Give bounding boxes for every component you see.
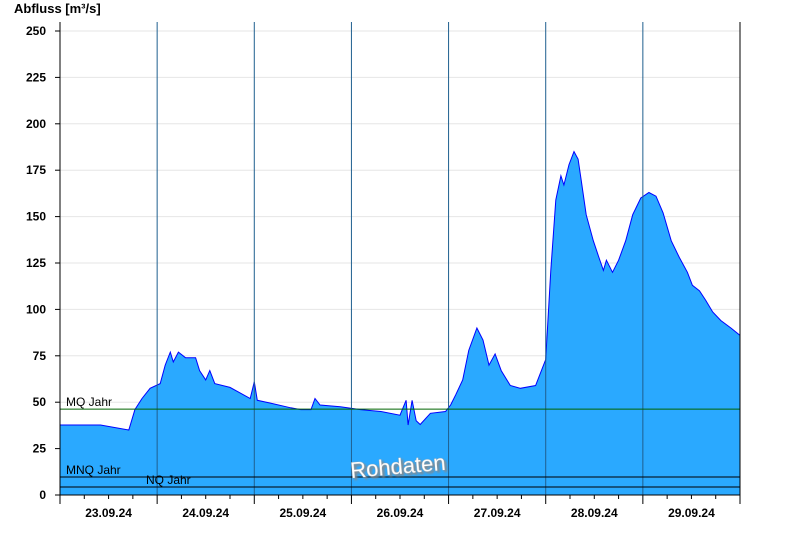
reference-line-label: MQ Jahr: [66, 395, 112, 409]
x-tick-label: 24.09.24: [182, 506, 229, 520]
reference-line-label: MNQ Jahr: [66, 463, 121, 477]
reference-line-label: NQ Jahr: [146, 473, 191, 487]
x-tick-label: 23.09.24: [85, 506, 132, 520]
x-tick-label: 26.09.24: [377, 506, 424, 520]
y-tick-label: 75: [33, 349, 47, 363]
day-separators: [156, 22, 644, 495]
y-tick-label: 0: [39, 488, 46, 502]
discharge-area: [59, 150, 741, 496]
x-tick-label: 25.09.24: [279, 506, 326, 520]
y-tick-label: 100: [26, 302, 46, 316]
y-tick-label: 25: [33, 442, 47, 456]
x-tick-label: 28.09.24: [571, 506, 618, 520]
y-tick-label: 50: [33, 395, 47, 409]
x-tick-label: 29.09.24: [668, 506, 715, 520]
y-tick-label: 200: [26, 117, 46, 131]
reference-lines: MQ Jahr MNQ Jahr NQ Jahr: [60, 395, 740, 488]
y-tick-label: 175: [26, 163, 46, 177]
y-tick-label: 125: [26, 256, 46, 270]
x-tick-label: 27.09.24: [474, 506, 521, 520]
y-tick-label: 250: [26, 24, 46, 38]
axes: 0 25 50 75 100 125 150 175 200 225 250 23.09.24 24.0…: [26, 22, 741, 520]
y-axis-label: Abfluss [m³/s]: [14, 1, 101, 16]
y-tick-label: 150: [26, 210, 46, 224]
y-tick-label: 225: [26, 70, 46, 84]
